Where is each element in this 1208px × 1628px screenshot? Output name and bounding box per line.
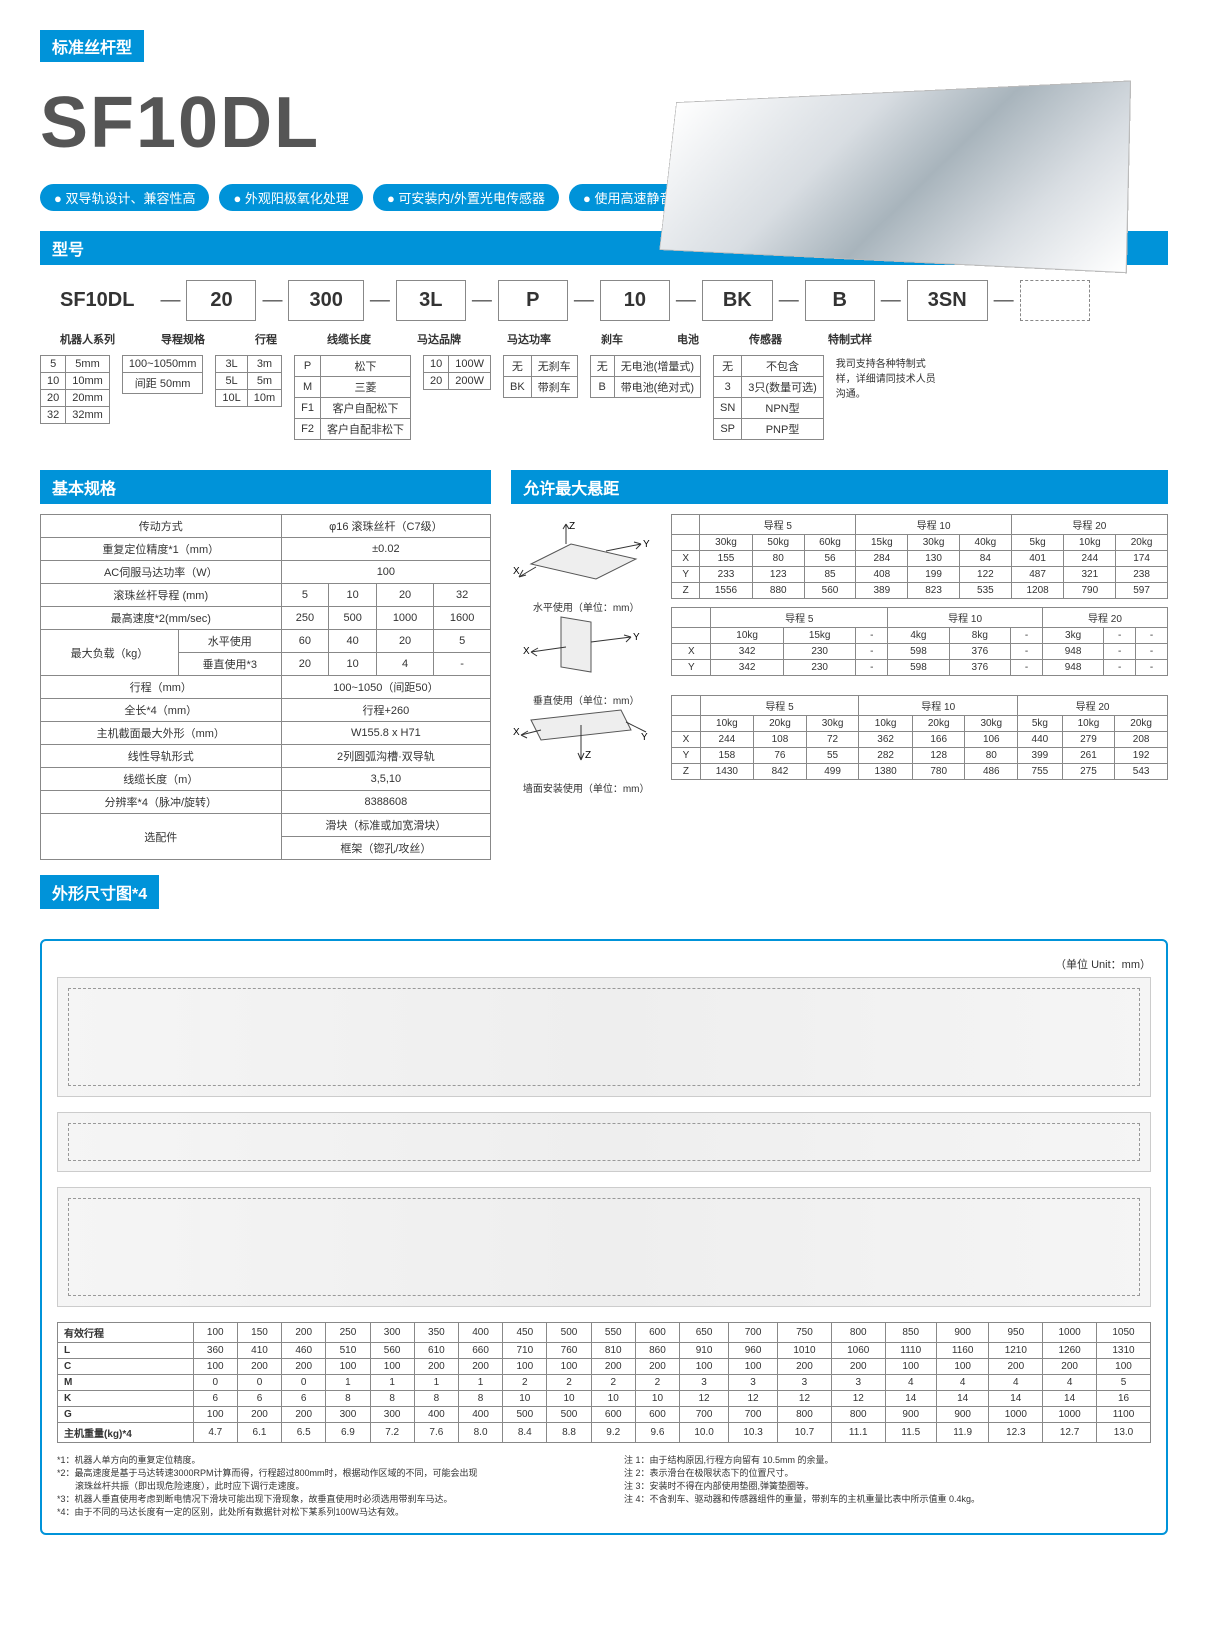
svg-text:Y: Y [633, 632, 640, 643]
dimension-table: 有效行程100150200250300350400450500550600650… [57, 1322, 1151, 1443]
config-label: 传感器 [729, 331, 802, 347]
feature-pill: ● 双导轨设计、兼容性高 [40, 184, 209, 211]
config-option-table: 无无刹车BK带刹车 [503, 355, 578, 398]
config-box: 3SN [907, 280, 988, 321]
footnote: *1：机器人单方向的重复定位精度。 [57, 1453, 584, 1466]
footnote: *2：最高速度是基于马达转速3000RPM计算而得，行程超过800mm时，根据动… [57, 1466, 584, 1479]
config-box: B [805, 280, 875, 321]
unit-label: （单位 Unit：mm） [57, 956, 1151, 972]
svg-text:Y: Y [641, 732, 648, 743]
config-option-table: P松下M三菱F1客户自配松下F2客户自配非松下 [294, 355, 411, 440]
svg-text:X: X [523, 646, 530, 657]
config-box: BK [702, 280, 773, 321]
config-box: SF10DL [40, 281, 154, 320]
category-label: 标准丝杆型 [40, 30, 144, 62]
config-box: 3L [396, 280, 466, 321]
overhang-table: 导程 5导程 10导程 2030kg50kg60kg15kg30kg40kg5k… [671, 514, 1168, 599]
footnote: *3：机器人垂直使用考虑到断电情况下滑块可能出现下滑现象，故垂直使用时必须选用带… [57, 1492, 584, 1505]
overhang-table: 导程 5导程 10导程 2010kg15kg-4kg8kg-3kg--X3422… [671, 607, 1168, 676]
drawing-side-view [57, 1112, 1151, 1172]
overhang-table: 导程 5导程 10导程 2010kg20kg30kg10kg20kg30kg5k… [671, 695, 1168, 780]
feature-pill: ● 可安装内/外置光电传感器 [373, 184, 559, 211]
footnote: 注 1：由于结构原因,行程方向留有 10.5mm 的余量。 [624, 1453, 1151, 1466]
config-label: 马达功率 [487, 331, 571, 347]
section-max-overhang: 允许最大悬距 [511, 470, 1168, 504]
config-option-table: 55mm1010mm2020mm3232mm [40, 355, 110, 424]
config-label: 电池 [653, 331, 723, 347]
model-config-tables: 55mm1010mm2020mm3232mm 100~1050mm间距 50mm 3… [40, 355, 1168, 440]
config-label: 线缆长度 [307, 331, 391, 347]
footnote: 注 4：不含刹车、驱动器和传感器组件的重量，带刹车的主机重量比表中所示值重 0.… [624, 1492, 1151, 1505]
dimension-drawings [57, 977, 1151, 1307]
section-basic-spec: 基本规格 [40, 470, 491, 504]
config-option-table: 100~1050mm间距 50mm [122, 355, 204, 394]
custom-note: 我司支持各种特制式样，详细请同技术人员沟通。 [836, 355, 936, 400]
config-box: 10 [600, 280, 670, 321]
product-photo [659, 80, 1131, 273]
overhang-diagram: ZYX水平使用（单位：mm） [511, 514, 661, 594]
footnote: 滚珠丝杆共振（即出现危险速度），此时应下调行走速度。 [57, 1479, 584, 1492]
config-label: 行程 [231, 331, 301, 347]
config-box: 20 [186, 280, 256, 321]
config-option-table: 无不包含33只(数量可选)SNNPN型SPPNP型 [713, 355, 824, 440]
config-option-table: 10100W20200W [423, 355, 491, 390]
model-config-boxes: SF10DL—20—300—3L—P—10—BK—B—3SN— [40, 280, 1168, 321]
footnotes: *1：机器人单方向的重复定位精度。*2：最高速度是基于马达转速3000RPM计算… [57, 1453, 1151, 1518]
svg-text:Y: Y [643, 539, 650, 550]
config-option-table: 无无电池(增量式)B带电池(绝对式) [590, 355, 701, 398]
config-label: 特制式样 [808, 331, 892, 347]
config-label: 机器人系列 [40, 331, 135, 347]
svg-text:Z: Z [569, 521, 575, 532]
svg-text:X: X [513, 727, 520, 738]
drawing-bottom-view [57, 1187, 1151, 1307]
drawing-top-view [57, 977, 1151, 1097]
basic-spec-table: 传动方式φ16 滚珠丝杆（C7级）重复定位精度*1（mm）±0.02AC伺服马达… [40, 514, 491, 860]
footnote: *4：由于不同的马达长度有一定的区别，此处所有数据针对松下某系列100W马达有效… [57, 1505, 584, 1518]
footnote: 注 2：表示滑台在极限状态下的位置尺寸。 [624, 1466, 1151, 1479]
config-label: 刹车 [577, 331, 647, 347]
footnote: 注 3：安装时不得在内部使用垫圈,弹簧垫圈等。 [624, 1479, 1151, 1492]
config-label: 导程规格 [141, 331, 225, 347]
overhang-diagram: ZXY墙面安装使用（单位：mm） [511, 695, 661, 775]
config-box: P [498, 280, 568, 321]
svg-text:X: X [513, 566, 520, 577]
config-option-table: 3L3m5L5m10L10m [215, 355, 282, 407]
overhang-diagram: YX垂直使用（单位：mm） [511, 607, 661, 687]
section-dimensions: 外形尺寸图*4 [40, 875, 159, 909]
overhang-container: ZYX水平使用（单位：mm）导程 5导程 10导程 2030kg50kg60kg… [511, 514, 1168, 780]
feature-pill: ● 外观阳极氧化处理 [219, 184, 362, 211]
dimension-section: （单位 Unit：mm） 有效行程10015020025030035040045… [40, 939, 1168, 1535]
config-box [1020, 280, 1090, 321]
model-config-labels: 机器人系列导程规格行程线缆长度马达品牌马达功率刹车电池传感器特制式样 [40, 331, 1168, 347]
svg-text:Z: Z [585, 750, 591, 761]
config-label: 马达品牌 [397, 331, 481, 347]
config-box: 300 [288, 280, 363, 321]
